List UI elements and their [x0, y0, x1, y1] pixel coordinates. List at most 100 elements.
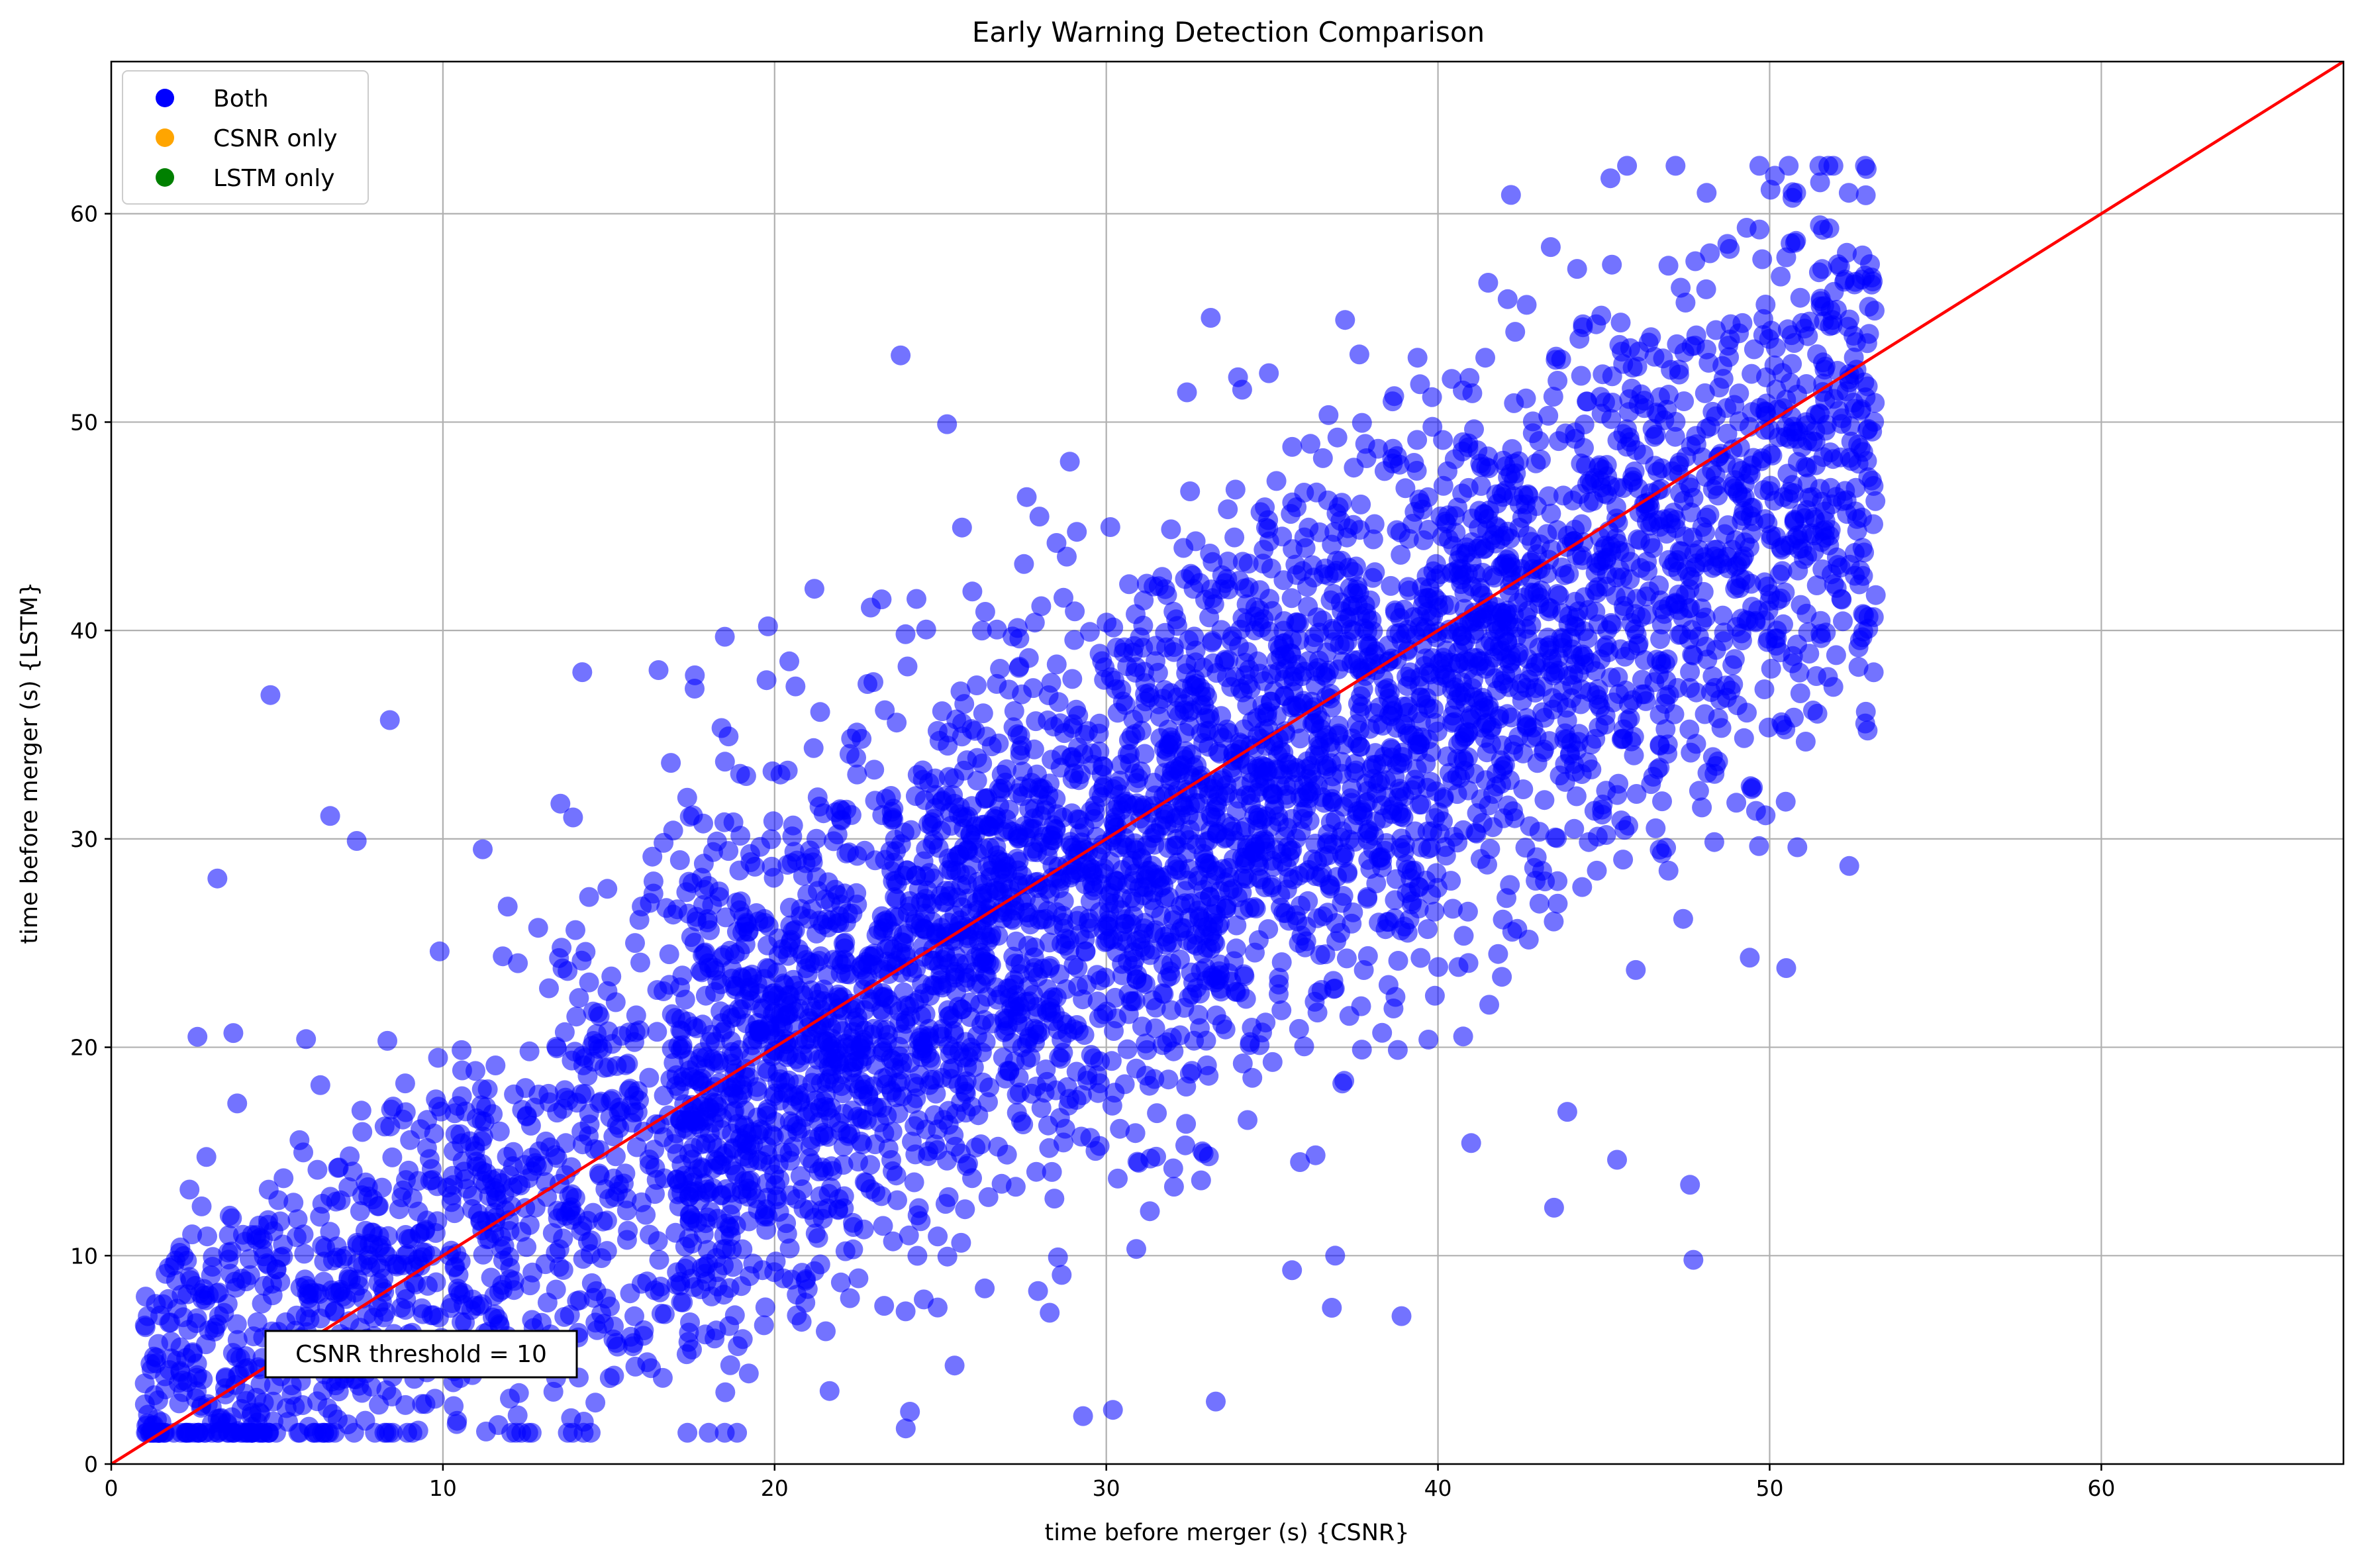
data-point — [1356, 773, 1377, 794]
data-point — [1571, 679, 1592, 699]
data-point — [1785, 511, 1805, 531]
data-point — [1282, 492, 1303, 513]
data-point — [1049, 1047, 1069, 1067]
data-point — [1642, 512, 1663, 532]
data-point — [1805, 432, 1826, 452]
data-point — [1391, 544, 1411, 565]
data-point — [1417, 821, 1438, 842]
data-point — [724, 944, 745, 965]
data-point — [1587, 685, 1607, 705]
data-point — [1563, 530, 1584, 551]
data-point — [1105, 799, 1126, 820]
data-point — [387, 1255, 407, 1275]
data-point — [693, 1224, 714, 1244]
data-point — [1137, 861, 1157, 881]
data-point — [1461, 709, 1482, 730]
data-point — [500, 1257, 520, 1278]
data-point — [176, 1348, 197, 1368]
data-point — [715, 1382, 736, 1402]
data-point — [756, 1059, 777, 1079]
data-point — [1054, 587, 1073, 608]
data-point — [807, 923, 826, 944]
data-point — [803, 738, 824, 758]
data-point — [931, 820, 952, 841]
data-point — [1144, 898, 1164, 918]
data-point — [460, 1131, 480, 1152]
data-point — [1669, 364, 1689, 385]
data-point — [1504, 393, 1524, 413]
data-point — [1630, 530, 1650, 550]
data-point — [1812, 520, 1832, 541]
data-point — [363, 1222, 383, 1243]
data-point — [497, 897, 518, 917]
data-point — [592, 1038, 613, 1059]
data-point — [554, 1022, 575, 1042]
data-point — [604, 1365, 624, 1386]
data-point — [1147, 1103, 1167, 1124]
data-point — [1240, 1032, 1260, 1052]
data-point — [1433, 475, 1453, 496]
data-point — [1383, 702, 1403, 722]
data-point — [374, 1116, 395, 1137]
data-point — [905, 910, 925, 930]
data-point — [1010, 725, 1030, 746]
data-point — [1191, 1170, 1211, 1191]
data-point — [1365, 562, 1385, 583]
data-point — [659, 944, 679, 965]
data-point — [716, 1144, 736, 1164]
data-point — [1497, 888, 1516, 908]
data-point — [1574, 415, 1595, 434]
data-point — [1518, 930, 1539, 950]
data-point — [1052, 1265, 1072, 1285]
data-point — [1863, 607, 1884, 627]
data-point — [1282, 436, 1303, 457]
data-point — [1318, 405, 1339, 425]
data-point — [1215, 650, 1236, 670]
data-point — [1833, 611, 1853, 632]
data-point — [1161, 519, 1181, 540]
data-point — [1332, 1073, 1353, 1094]
data-point — [1424, 901, 1445, 922]
data-point — [955, 1199, 975, 1220]
data-point — [1031, 596, 1052, 616]
data-point — [227, 1093, 248, 1114]
data-point — [1626, 959, 1646, 980]
data-point — [1274, 633, 1295, 653]
data-point — [170, 1243, 190, 1263]
data-point — [1736, 218, 1757, 238]
data-point — [408, 1420, 428, 1441]
data-point — [428, 1048, 448, 1068]
data-point — [1071, 832, 1092, 853]
data-point — [1353, 806, 1373, 826]
data-point — [1307, 852, 1328, 872]
data-point — [971, 1134, 991, 1155]
data-point — [1427, 721, 1448, 742]
data-point — [687, 1181, 707, 1201]
data-point — [1665, 426, 1685, 447]
data-point — [1726, 793, 1747, 813]
data-point — [1610, 313, 1631, 333]
data-point — [907, 1246, 928, 1266]
data-point — [1749, 156, 1769, 176]
data-point — [852, 1109, 873, 1130]
data-point — [1663, 503, 1684, 523]
data-point — [762, 761, 783, 781]
data-point — [1248, 930, 1269, 950]
data-point — [1646, 424, 1666, 445]
data-point — [1448, 654, 1468, 674]
data-point — [990, 659, 1010, 679]
data-point — [1216, 667, 1237, 687]
data-point — [591, 1248, 612, 1268]
data-point — [1754, 679, 1775, 699]
data-point — [779, 1238, 800, 1259]
data-point — [1225, 479, 1246, 500]
data-point — [999, 978, 1020, 999]
data-point — [1085, 796, 1105, 816]
data-point — [1529, 893, 1550, 914]
data-point — [1753, 309, 1773, 329]
data-point — [1062, 769, 1083, 789]
data-point — [1327, 427, 1348, 448]
data-point — [908, 1110, 928, 1130]
data-point — [630, 952, 650, 973]
data-point — [1075, 941, 1096, 961]
